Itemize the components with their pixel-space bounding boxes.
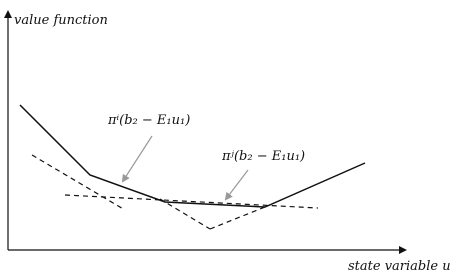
y-axis-label: value function: [14, 13, 108, 28]
dashed-line: [64, 194, 319, 209]
dashed-lines: [31, 154, 319, 230]
annotation-label: πⁱ(b₂ − E₁u₁): [107, 113, 190, 128]
annotation-arrow: [121, 135, 153, 183]
x-axis-label: state variable u: [348, 259, 451, 271]
dashed-line: [31, 154, 126, 211]
annotation-label: πʲ(b₂ − E₁u₁): [221, 149, 305, 164]
annotation-arrow: [224, 169, 249, 201]
dashed-line: [209, 206, 266, 230]
value-function-line: [19, 104, 366, 208]
dashed-line: [159, 198, 211, 230]
